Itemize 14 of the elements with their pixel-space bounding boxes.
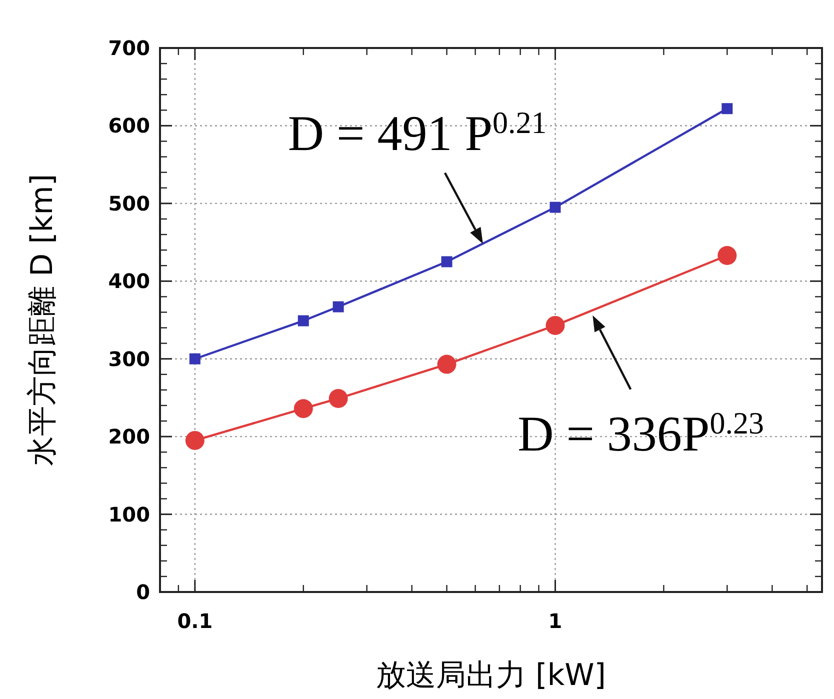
y-tick-label: 600 <box>108 114 150 138</box>
y-tick-label: 100 <box>108 502 150 526</box>
y-axis-title: 水平方向距離 D [km] <box>25 174 60 466</box>
x-tick-label: 1 <box>548 609 562 633</box>
y-tick-label: 500 <box>108 191 150 216</box>
annotation: D = 491 P$^{0.21}$ <box>288 104 547 161</box>
y-tick-label: 0 <box>136 580 150 604</box>
y-tick-label: 400 <box>108 269 150 294</box>
y-tick-label: 700 <box>108 36 150 60</box>
annotation: D = 336P$^{0.23}$ <box>518 404 764 462</box>
x-tick-label: 0.1 <box>177 609 213 633</box>
y-tick-label: 300 <box>108 346 150 371</box>
x-axis-title: 放送局出力 [kW] <box>376 658 606 693</box>
y-tick-label: 200 <box>108 424 150 449</box>
